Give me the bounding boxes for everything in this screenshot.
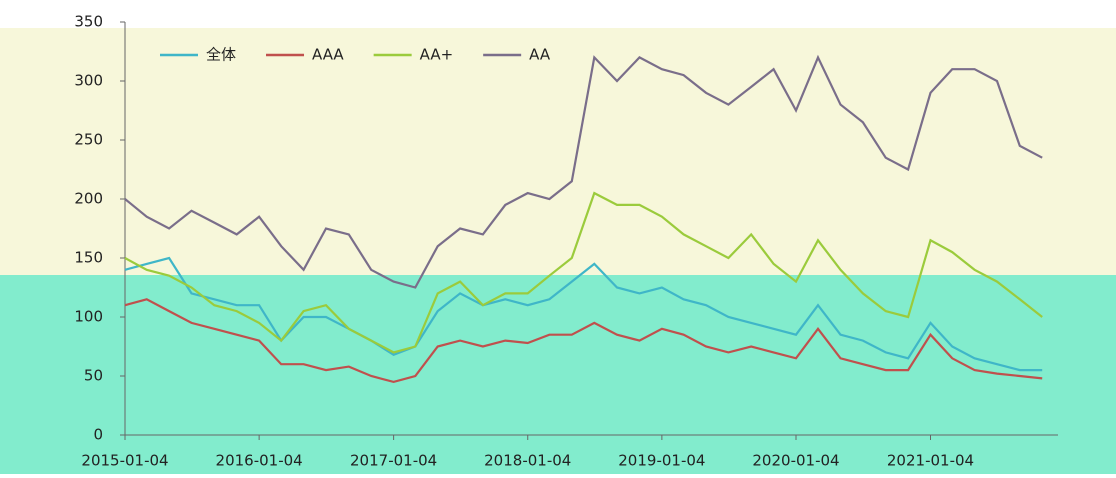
- series-line: [124, 54, 1043, 289]
- series-line: [124, 191, 1043, 354]
- legend-label: 全体: [206, 46, 236, 64]
- series-line: [124, 256, 1043, 372]
- legend-label: AAA: [312, 46, 344, 64]
- y-tick-label: 250: [74, 131, 103, 149]
- x-tick-label: 2017-01-04: [350, 452, 437, 470]
- x-tick-label: 2015-01-04: [81, 452, 168, 470]
- series-line: [124, 298, 1043, 384]
- y-tick-label: 100: [74, 308, 103, 326]
- y-tick-label: 0: [93, 426, 103, 444]
- legend-label: AA: [529, 46, 551, 64]
- x-tick-label: 2021-01-04: [887, 452, 974, 470]
- background-band: [0, 275, 1116, 474]
- background-band: [0, 28, 1116, 278]
- y-tick-label: 300: [74, 72, 103, 90]
- y-tick-label: 350: [74, 13, 103, 31]
- y-tick-label: 200: [74, 190, 103, 208]
- x-tick-label: 2020-01-04: [752, 452, 839, 470]
- x-tick-label: 2018-01-04: [484, 452, 571, 470]
- legend-label: AA+: [420, 46, 454, 64]
- y-tick-label: 50: [84, 367, 103, 385]
- y-tick-label: 150: [74, 249, 103, 267]
- x-tick-label: 2016-01-04: [216, 452, 303, 470]
- x-tick-label: 2019-01-04: [618, 452, 705, 470]
